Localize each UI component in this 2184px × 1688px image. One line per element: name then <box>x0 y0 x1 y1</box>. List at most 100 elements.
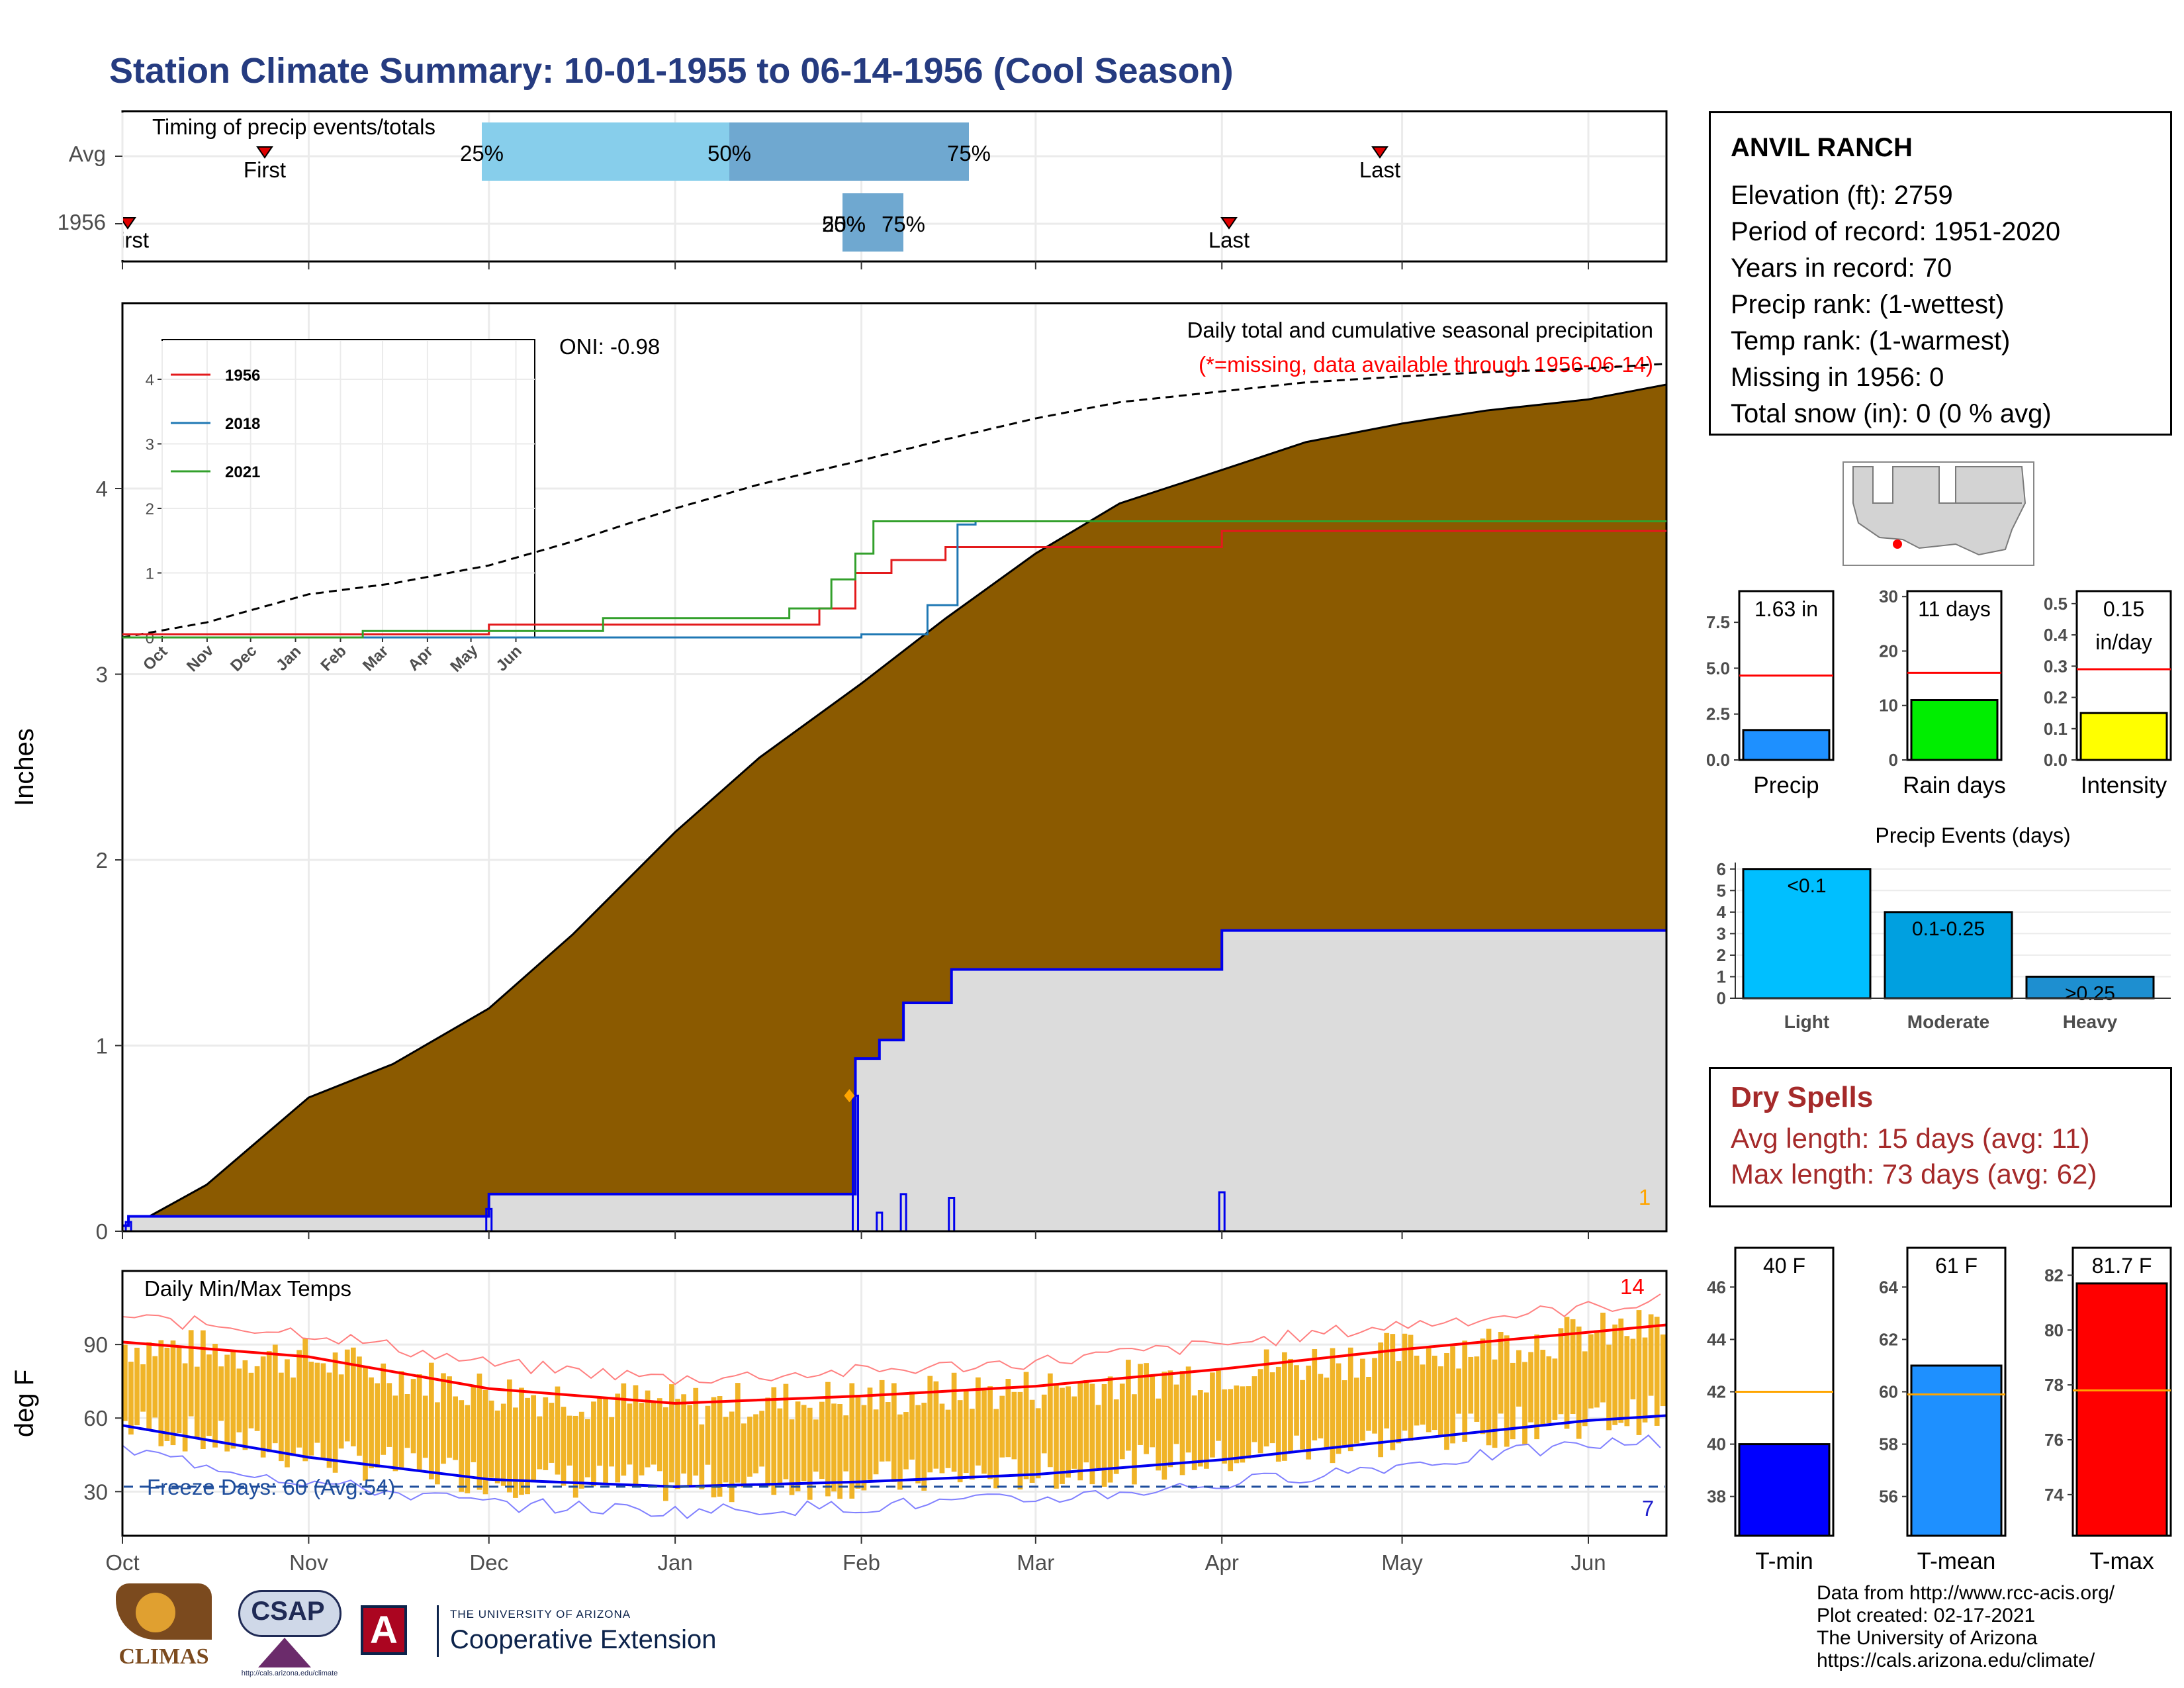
rain-days-chart-label: Rain days <box>1903 773 2006 798</box>
daily-temp-bar <box>1594 1330 1600 1408</box>
daily-temp-bar <box>765 1397 771 1487</box>
daily-temp-bar <box>885 1402 891 1462</box>
bar-y-tick-label: 82 <box>2044 1265 2064 1285</box>
daily-temp-bar <box>1432 1355 1437 1430</box>
daily-temp-bar <box>1642 1337 1648 1423</box>
daily-temp-bar <box>1005 1379 1011 1458</box>
avg-q50-label: 50% <box>707 141 751 165</box>
daily-temp-bar <box>285 1359 290 1468</box>
daily-temp-bar <box>1185 1366 1191 1453</box>
precip-events-title: Precip Events (days) <box>1875 823 2070 847</box>
station-period: Period of record: 1951-2020 <box>1731 217 2061 246</box>
daily-temp-bar <box>1029 1399 1035 1483</box>
ua-line-2: Cooperative Extension <box>450 1625 717 1654</box>
bar-y-tick-label: 20 <box>1879 641 1898 661</box>
tmin-chart: 38 40 42 44 46 40 F T-min <box>1707 1246 1835 1574</box>
daily-temp-bar <box>933 1381 939 1469</box>
temp-panel: 30 60 90 deg F Daily Min/Max Temps Freeze … <box>10 1270 1668 1537</box>
daily-temp-bar <box>1035 1408 1041 1479</box>
bar-y-tick-label: 10 <box>1879 696 1898 716</box>
record-max-line <box>122 1293 1661 1385</box>
year-cumulative-line <box>122 929 1666 1227</box>
daily-temp-bar <box>927 1376 933 1473</box>
tmean-chart: 56 58 60 62 64 61 F T-mean <box>1879 1246 2007 1574</box>
daily-temp-bar <box>621 1383 627 1476</box>
daily-temp-bar <box>1132 1394 1137 1485</box>
credit-line: Plot created: 02-17-2021 <box>1817 1605 2036 1626</box>
daily-temp-bar <box>1089 1383 1095 1485</box>
daily-temp-bar <box>537 1416 543 1470</box>
month-tick-label: Dec <box>469 1550 508 1575</box>
daily-temp-bar <box>152 1356 158 1418</box>
daily-temp-bar <box>441 1373 446 1464</box>
daily-temp-bar <box>753 1414 758 1474</box>
intensity-chart-bar <box>2079 712 2168 761</box>
daily-temp-bar <box>597 1397 602 1466</box>
daily-temp-bar <box>1095 1405 1101 1469</box>
intensity-chart-value: 0.15 <box>2103 597 2144 621</box>
daily-temp-bar <box>1318 1374 1324 1438</box>
avg-first-label: First <box>244 158 286 182</box>
station-info-box: ANVIL RANCH Elevation (ft): 2759 Period … <box>1709 111 2172 436</box>
inset-y-tick-label: 1 <box>146 565 154 583</box>
daily-temp-bar <box>1011 1391 1017 1460</box>
daily-temp-bar <box>428 1362 434 1479</box>
daily-temp-bar <box>1570 1319 1576 1415</box>
ua-line-1: THE UNIVERSITY OF ARIZONA <box>450 1608 631 1620</box>
daily-temp-bar <box>357 1356 362 1456</box>
daily-temp-bar <box>1060 1387 1065 1484</box>
daily-temp-bar <box>1336 1363 1342 1454</box>
daily-temp-bar <box>969 1409 975 1480</box>
daily-temp-bar <box>1282 1352 1287 1461</box>
daily-temp-bar <box>375 1383 380 1468</box>
daily-temp-bar <box>1173 1384 1179 1444</box>
precip-panel: 0 1 2 3 4 Inches Daily total and cumulative … <box>10 302 1668 1244</box>
daily-temp-bar <box>1294 1365 1299 1436</box>
daily-temp-bar <box>1588 1334 1594 1409</box>
dry-spells-avg: Avg length: 15 days (avg: 11) <box>1731 1123 2090 1154</box>
bar-y-tick-label: 3 <box>1717 923 1726 943</box>
credit-line: The University of Arizona <box>1817 1627 2038 1649</box>
event-bar-label: <0.1 <box>1787 875 1826 897</box>
daily-temp-bar <box>1083 1380 1089 1463</box>
tmax-chart-label: T-max <box>2089 1548 2154 1574</box>
event-bar-label: >0.25 <box>2065 982 2115 1004</box>
daily-temp-bar <box>825 1382 831 1497</box>
inset-y-tick-label: 2 <box>146 500 154 518</box>
daily-temp-bar <box>201 1330 206 1449</box>
avg-quartile-25-50 <box>482 122 729 181</box>
month-tick-label: Jun <box>1570 1550 1606 1575</box>
station-location-dot <box>1893 539 1902 549</box>
daily-temp-bar <box>1450 1346 1455 1444</box>
daily-temp-bar <box>404 1394 410 1448</box>
bar-y-tick-label: 38 <box>1707 1487 1726 1507</box>
daily-temp-bar <box>615 1393 621 1483</box>
bar-y-tick-label: 4 <box>1717 902 1727 922</box>
inset-legend-label: 2021 <box>225 463 260 481</box>
daily-temp-bar <box>531 1395 537 1483</box>
yr-first-label: First <box>107 228 149 252</box>
daily-temp-bar <box>1107 1376 1113 1483</box>
daily-temp-bar <box>369 1377 374 1469</box>
bar-y-tick-label: 60 <box>1879 1382 1898 1402</box>
daily-temp-bar <box>693 1387 699 1476</box>
daily-temp-bar <box>1498 1332 1504 1414</box>
daily-temp-bar <box>1564 1317 1570 1429</box>
daily-temp-bar <box>1636 1310 1642 1435</box>
event-bar <box>1742 868 1872 1000</box>
month-tick-label: May <box>1381 1550 1423 1575</box>
bar-y-tick-label: 5.0 <box>1706 658 1730 678</box>
yr-q25-label: 25% <box>822 212 866 236</box>
daily-temp-bar <box>555 1386 561 1475</box>
daily-temp-bar <box>1366 1376 1371 1431</box>
daily-temp-bar <box>1630 1338 1636 1399</box>
row-label-avg: Avg <box>69 142 106 166</box>
daily-temp-bar <box>1516 1350 1522 1407</box>
daily-temp-bar <box>1438 1366 1443 1436</box>
precip-total-chart-bar <box>1742 729 1831 761</box>
daily-temp-bar <box>164 1347 170 1441</box>
precip-ylabel: Inches <box>10 728 39 806</box>
ua-extension-logo: A THE UNIVERSITY OF ARIZONA Cooperative … <box>361 1605 745 1658</box>
daily-temp-bar <box>1288 1358 1293 1454</box>
daily-temp-bar <box>1017 1391 1023 1490</box>
